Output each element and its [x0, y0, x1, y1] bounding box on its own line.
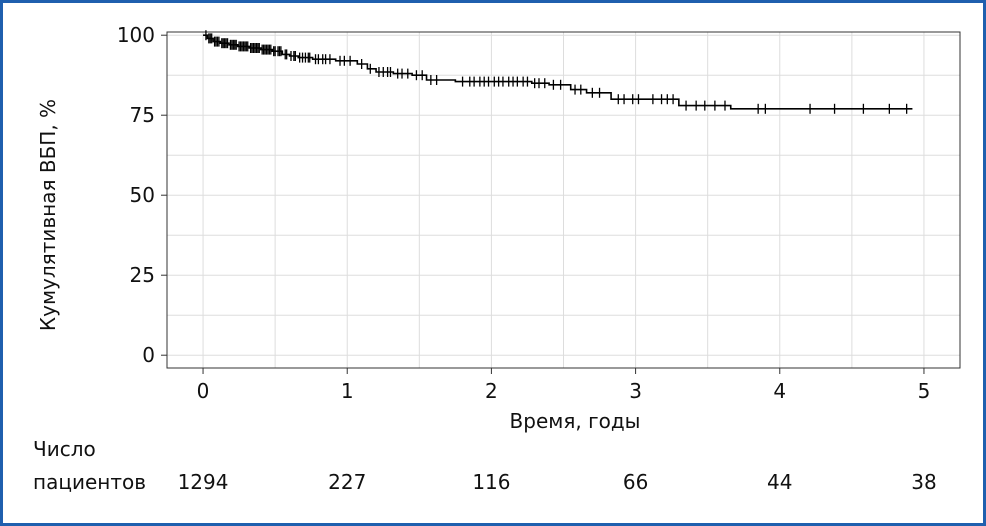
y-axis-label: Кумулятивная ВБП, % — [36, 99, 60, 331]
at-risk-label-line2: пациентов — [33, 470, 146, 494]
y-tick-label: 100 — [117, 23, 155, 47]
x-tick-label: 4 — [773, 379, 786, 403]
x-axis-label: Время, годы — [510, 409, 641, 433]
y-tick-label: 25 — [130, 263, 155, 287]
at-risk-value: 1294 — [178, 470, 229, 494]
y-tick-label: 0 — [142, 343, 155, 367]
at-risk-value: 44 — [767, 470, 792, 494]
x-tick-label: 3 — [629, 379, 642, 403]
at-risk-label-line1: Число — [33, 437, 96, 461]
grid — [167, 32, 960, 368]
at-risk-value: 38 — [911, 470, 936, 494]
x-tick-label: 1 — [341, 379, 354, 403]
at-risk-value: 227 — [328, 470, 366, 494]
at-risk-value: 66 — [623, 470, 648, 494]
x-tick-label: 0 — [197, 379, 210, 403]
at-risk-numbers: 1294 227 116 66 44 38 — [178, 470, 937, 494]
censor-marks — [205, 30, 908, 114]
x-tick-label: 5 — [918, 379, 931, 403]
at-risk-value: 116 — [472, 470, 510, 494]
plot-area — [166, 31, 961, 369]
x-tick-label: 2 — [485, 379, 498, 403]
y-tick-label: 50 — [130, 183, 155, 207]
survival-curve — [203, 34, 913, 110]
y-tick-label: 75 — [130, 103, 155, 127]
